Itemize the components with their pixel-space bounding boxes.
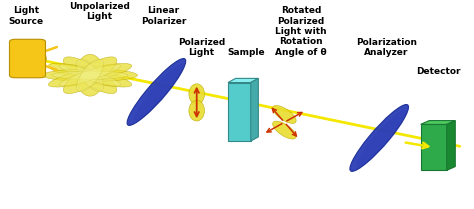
Ellipse shape bbox=[52, 71, 128, 79]
FancyBboxPatch shape bbox=[421, 124, 447, 170]
Ellipse shape bbox=[189, 84, 204, 104]
Ellipse shape bbox=[77, 59, 103, 91]
Ellipse shape bbox=[48, 64, 132, 87]
Text: Rotated
Polarized
Light with
Rotation
Angle of θ: Rotated Polarized Light with Rotation An… bbox=[275, 6, 327, 57]
Ellipse shape bbox=[134, 64, 184, 121]
Text: Sample: Sample bbox=[228, 48, 265, 57]
Ellipse shape bbox=[59, 65, 121, 86]
Ellipse shape bbox=[77, 59, 103, 91]
Ellipse shape bbox=[64, 57, 117, 94]
FancyBboxPatch shape bbox=[228, 83, 251, 141]
FancyBboxPatch shape bbox=[9, 39, 46, 78]
Ellipse shape bbox=[64, 57, 117, 94]
Ellipse shape bbox=[48, 64, 132, 87]
Text: Unpolarized
Light: Unpolarized Light bbox=[69, 2, 130, 22]
Ellipse shape bbox=[273, 106, 296, 124]
Text: Polarized
Light: Polarized Light bbox=[178, 38, 225, 57]
Ellipse shape bbox=[350, 104, 409, 171]
Ellipse shape bbox=[35, 51, 46, 66]
Ellipse shape bbox=[273, 121, 296, 139]
Ellipse shape bbox=[189, 100, 204, 121]
Ellipse shape bbox=[76, 54, 104, 96]
Ellipse shape bbox=[59, 65, 121, 86]
Polygon shape bbox=[228, 78, 258, 83]
Text: Linear
Polarizer: Linear Polarizer bbox=[141, 6, 186, 26]
Text: Detector: Detector bbox=[416, 67, 461, 76]
Ellipse shape bbox=[43, 69, 137, 82]
Text: Polarization
Analyzer: Polarization Analyzer bbox=[356, 38, 417, 57]
Text: Light
Source: Light Source bbox=[9, 6, 44, 26]
Polygon shape bbox=[251, 78, 258, 141]
Ellipse shape bbox=[356, 110, 407, 167]
Polygon shape bbox=[447, 121, 455, 170]
Ellipse shape bbox=[127, 59, 186, 125]
Polygon shape bbox=[421, 121, 455, 124]
